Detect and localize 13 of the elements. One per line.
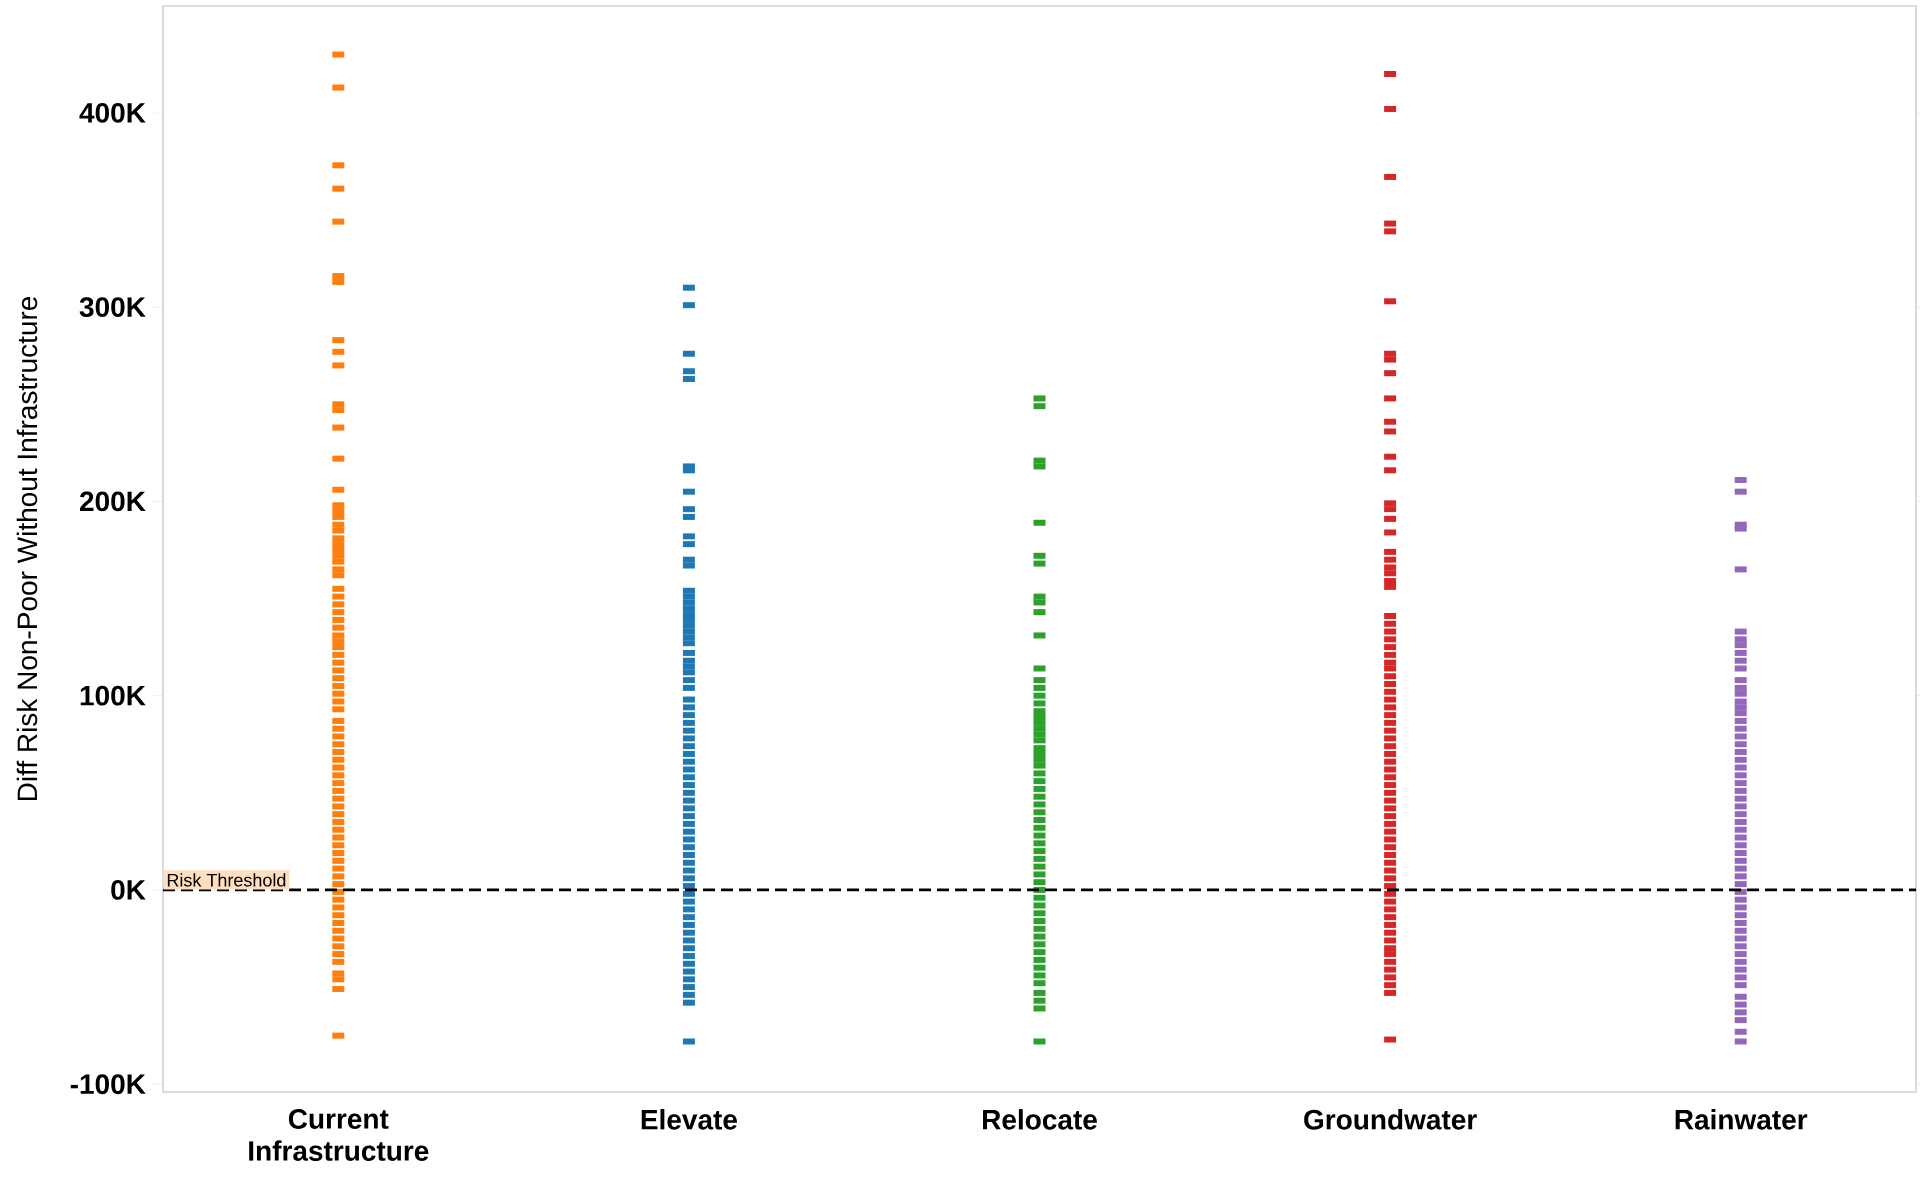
x-tick-label: Current Infrastructure xyxy=(249,1109,429,1161)
y-tick-label: 0K xyxy=(111,880,146,900)
ref-line-label: Risk Threshold xyxy=(167,873,286,887)
x-tick-label: Rainwater xyxy=(1675,1109,1808,1130)
x-tick-label: Elevate xyxy=(641,1109,737,1130)
x-tick-label: Relocate xyxy=(983,1109,1097,1130)
x-tick-label: Groundwater xyxy=(1304,1109,1477,1130)
y-tick-label: 100K xyxy=(80,685,146,706)
y-tick-label: 400K xyxy=(79,102,146,123)
y-axis-title: Diff Risk Non-Poor Without Infrastructure xyxy=(16,296,38,801)
y-tick-label: 300K xyxy=(79,297,146,318)
y-tick-label: -100K xyxy=(70,1074,146,1095)
y-tick-label: 200K xyxy=(79,491,146,512)
